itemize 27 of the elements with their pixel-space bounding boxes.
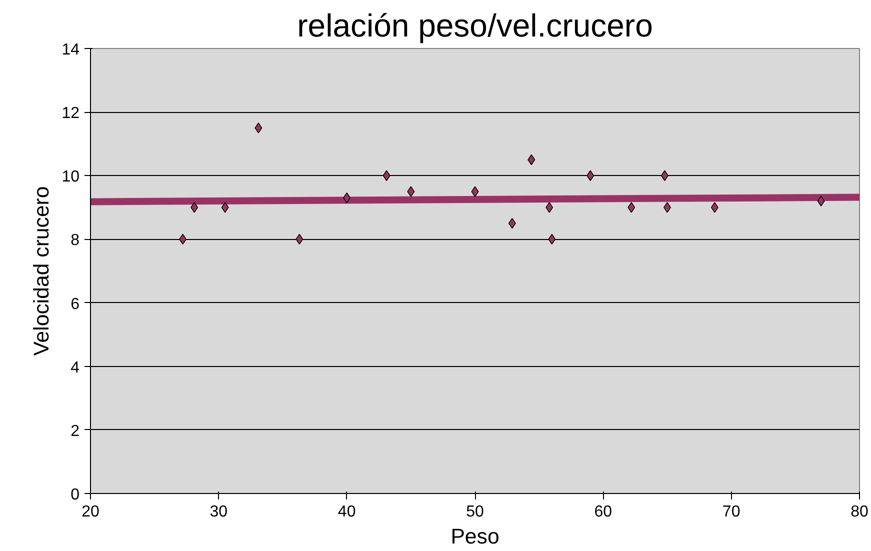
y-tick-label: 12 [62,105,80,122]
x-axis-title: Peso [450,524,500,548]
x-tick-label: 40 [338,504,356,520]
y-tick-label: 8 [70,232,80,250]
x-tick-label: 50 [466,504,484,520]
x-tick-label: 30 [210,504,228,520]
y-axis-title: Velocidad crucero [30,186,54,356]
x-tick-label: 60 [594,504,612,520]
point [546,202,554,213]
point [817,196,825,206]
y-tick-label: 2 [70,422,80,440]
y-tick-label: 6 [70,296,80,313]
x-tick-label: 20 [82,504,100,520]
point [628,202,636,213]
point [190,202,198,213]
y-tick-label: 0 [70,486,80,504]
y-tick-label: 4 [70,359,80,376]
point [710,202,718,213]
chart-title: relación peso/vel.crucero [297,8,653,44]
x-tick-label: 80 [850,504,868,520]
y-tick-label: 14 [62,42,80,58]
point [254,122,262,134]
point [407,186,415,197]
x-tick-label: 70 [722,504,740,520]
y-tick-label: 10 [62,168,80,186]
point [471,186,479,197]
point [221,202,229,213]
